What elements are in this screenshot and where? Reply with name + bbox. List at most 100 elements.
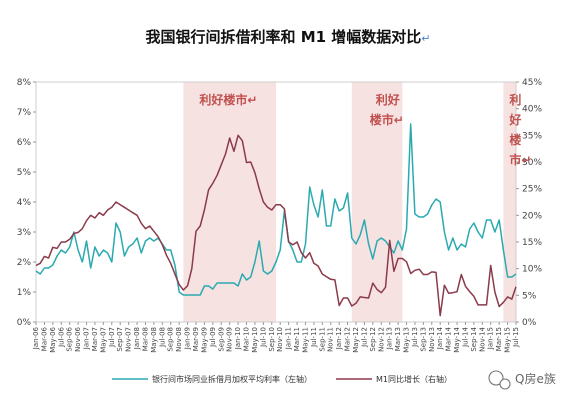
x-tick-label: Jan-07 <box>83 327 91 350</box>
x-tick-label: Jan-10 <box>234 327 242 350</box>
chart-title-text: 我国银行间拆借利率和 M1 增幅数据对比 <box>145 28 421 46</box>
x-tick-label: Nov-07 <box>125 327 133 352</box>
x-tick-label: Jul-09 <box>209 327 217 348</box>
x-tick-label: Mar-07 <box>91 327 99 351</box>
series-line-m1-growth <box>35 134 517 317</box>
x-tick-label: May-14 <box>453 326 461 352</box>
x-tick-label: Nov-12 <box>377 327 385 352</box>
chart-title: 我国银行间拆借利率和 M1 增幅数据对比↵ <box>145 28 430 46</box>
y-right-tick-label: 40% <box>522 105 542 115</box>
x-tick-label: Nov-08 <box>175 327 183 352</box>
wechat-bubble-small-icon <box>499 378 511 390</box>
y-right-tick-label: 20% <box>522 211 542 221</box>
series-line-interbank-rate <box>35 123 517 296</box>
x-tick-label: Jul-08 <box>158 327 166 348</box>
x-tick-label: Nov-09 <box>226 327 234 352</box>
x-tick-label: Jul-13 <box>411 327 419 348</box>
y-left-tick-label: 0% <box>17 318 32 328</box>
highlight-regions <box>183 82 516 322</box>
y-right-tick-label: 30% <box>522 158 542 168</box>
x-tick-label: Jan-13 <box>386 327 394 350</box>
y-left-tick-label: 4% <box>17 198 32 208</box>
x-tick-label: Mar-10 <box>243 327 251 351</box>
x-tick-label: Sep-12 <box>369 327 377 352</box>
x-tick-label: Sep-07 <box>116 327 124 352</box>
x-tick-label: May-11 <box>301 327 309 353</box>
x-tick-label: Sep-09 <box>217 327 225 352</box>
y-right-tick-label: 45% <box>522 78 542 88</box>
x-tick-label: Jul-06 <box>57 326 65 347</box>
svg-text:我国银行间拆借利率和 M1 增幅数据对比↵: 我国银行间拆借利率和 M1 增幅数据对比↵ <box>145 28 430 46</box>
x-tick-label: Mar-14 <box>445 326 453 351</box>
annotations: 利好楼市↵ 利好楼市↵利好楼市↵ <box>199 92 531 167</box>
x-tick-label: Mar-13 <box>394 327 402 351</box>
watermark: Q房e族 <box>488 370 556 390</box>
x-tick-label: Nov-10 <box>276 327 284 352</box>
y-left-tick-label: 5% <box>17 168 32 178</box>
y-left-tick-label: 1% <box>17 288 32 298</box>
y-left-tick-label: 3% <box>17 228 32 238</box>
x-tick-label: Mar-09 <box>192 327 200 351</box>
x-tick-label: Nov-14 <box>478 326 486 351</box>
y-left-tick-label: 8% <box>17 78 32 88</box>
x-tick-label: Jul-15 <box>512 327 520 348</box>
legend-label-rate: 银行间市场同业拆借月加权平均利率（左轴） <box>152 374 312 384</box>
y-left-tick-label: 2% <box>17 258 32 268</box>
x-tick-label: Jan-11 <box>285 327 293 350</box>
annotation-label-3-char: 利 <box>509 92 521 107</box>
x-tick-label: Jan-12 <box>335 327 343 350</box>
annotation-label-3-char: 好 <box>508 112 521 127</box>
annotation-label-2-line2: 楼市↵ <box>370 112 404 127</box>
x-tick-label: Jul-14 <box>461 326 469 347</box>
x-tick-label: May-08 <box>150 327 158 353</box>
x-tick-label: Mar-15 <box>495 327 503 351</box>
x-tick-label: Jan-06 <box>32 326 40 350</box>
x-tick-label: May-07 <box>99 327 107 353</box>
x-tick-label: Jul-11 <box>310 327 318 348</box>
x-tick-label: Sep-11 <box>318 327 326 352</box>
y-right-tick-label: 25% <box>522 185 542 195</box>
x-tick-label: Sep-14 <box>470 326 478 351</box>
chart-title-mark: ↵ <box>421 32 430 45</box>
x-tick-label: Sep-13 <box>419 327 427 352</box>
highlight-region-3 <box>503 82 516 322</box>
x-tick-label: Nov-06 <box>74 326 82 351</box>
annotation-label-3-char: 楼 <box>509 132 521 147</box>
y-left-tick-label: 7% <box>17 108 32 118</box>
y-right-tick-label: 5% <box>522 291 537 301</box>
x-tick-label: Jan-08 <box>133 327 141 350</box>
annotation-label-3-char: 市↵ <box>509 152 531 167</box>
x-tick-label: Mar-11 <box>293 327 301 351</box>
x-axis: Jan-06 Mar-06 May-06 Jul-06 Sep-06 Nov-06 Jan-… <box>32 322 520 353</box>
x-tick-label: Sep-06 <box>66 326 74 351</box>
y-right-tick-label: 0% <box>522 318 537 328</box>
x-tick-label: Sep-08 <box>167 327 175 352</box>
annotation-label-1: 利好楼市↵ <box>199 92 257 107</box>
x-tick-label: Jul-12 <box>360 327 368 348</box>
y-axis-right: 0% 5% 10% 15% 20% 25% 30% 35% 40% 45% <box>516 78 542 328</box>
highlight-region-1 <box>183 82 276 322</box>
x-tick-label: Nov-13 <box>428 327 436 352</box>
x-tick-label: Nov-11 <box>327 327 335 352</box>
y-right-tick-label: 15% <box>522 238 542 248</box>
x-tick-label: Mar-12 <box>344 327 352 351</box>
x-tick-label: May-06 <box>49 326 57 352</box>
x-tick-label: Jan-15 <box>487 327 495 350</box>
legend: 银行间市场同业拆借月加权平均利率（左轴） M1同比增长（右轴） <box>112 374 452 384</box>
wechat-bubble-icon <box>488 370 504 386</box>
watermark-text: Q房e族 <box>515 371 556 386</box>
series-layer <box>35 123 517 317</box>
x-tick-label: May-12 <box>352 327 360 353</box>
x-tick-label: Jan-14 <box>436 326 444 350</box>
x-tick-label: Sep-10 <box>268 327 276 352</box>
x-tick-label: May-09 <box>200 327 208 353</box>
y-left-tick-label: 6% <box>17 138 32 148</box>
y-right-tick-label: 35% <box>522 131 542 141</box>
annotation-label-2-line1: 利好 <box>376 92 400 107</box>
x-tick-label: May-15 <box>504 327 512 353</box>
x-tick-label: May-10 <box>251 327 259 353</box>
x-tick-label: Mar-08 <box>141 327 149 351</box>
x-tick-label: Jul-07 <box>108 327 116 348</box>
x-tick-label: May-13 <box>403 327 411 353</box>
